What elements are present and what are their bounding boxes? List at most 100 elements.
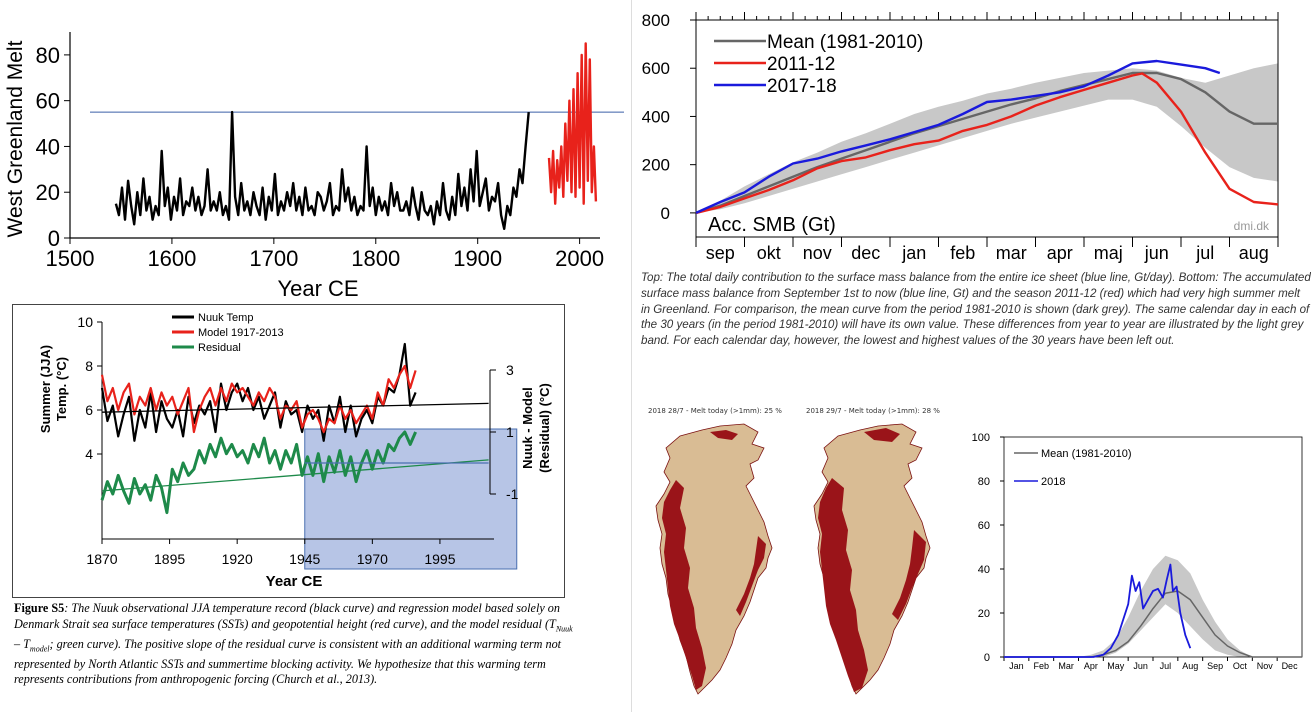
x-tick-label: 1500 (46, 246, 95, 271)
melt-zone-north-right (864, 428, 900, 442)
x-axis-label: Year CE (266, 573, 323, 590)
y-tick-label: 20 (978, 608, 990, 620)
x-tick-label: Oct (1233, 661, 1248, 671)
x-tick-label: Jan (1009, 661, 1024, 671)
x-tick-label: 1800 (351, 246, 400, 271)
caption-text-a: : The Nuuk observational JJA temperature… (14, 601, 560, 631)
series-mean-1981-2010- (1004, 590, 1302, 658)
plot-frame (1003, 436, 1303, 658)
series-model-1917-2013 (100, 364, 417, 434)
y-tick-label: 40 (978, 564, 990, 576)
chart-melt-area: 0 20 40 60 80 100 Jan Feb Mar Apr May Jun Jul Aug Sep O… (972, 432, 1303, 671)
x-tick-label: 1870 (86, 551, 117, 567)
legend-label: 2018 (1041, 476, 1065, 488)
vertical-divider (631, 0, 632, 712)
melt-zone-north-left (710, 430, 738, 440)
series-trend-black (101, 402, 489, 413)
x-tick-label: Aug (1182, 661, 1198, 671)
x-tick-label: Apr (1084, 661, 1098, 671)
y-tick-label: 40 (36, 134, 60, 159)
y-tick-label: 200 (642, 156, 670, 175)
y-tick-label: 600 (642, 59, 670, 78)
x-tick-label: Feb (1033, 661, 1049, 671)
y-axis-label-line1: Summer (JJA) (38, 345, 53, 433)
y-right-tick-label: 3 (506, 362, 514, 378)
chart-west-greenland-melt: 0 20 40 60 80 1500 1600 1700 1800 1900 2000 Year CE… (4, 32, 624, 300)
chart-nuuk-temp: 4 6 8 10 -1 1 3 1870 1895 1920 1945 1970 1995 Year CE… (38, 312, 552, 590)
series-residual (100, 430, 417, 515)
x-tick-label: aug (1239, 243, 1269, 263)
y-tick-label: 80 (36, 43, 60, 68)
chart-credit: dmi.dk (1234, 219, 1270, 233)
x-tick-label: feb (950, 243, 975, 263)
series-reconstruction-line (114, 110, 530, 231)
legend-label: 2017-18 (767, 76, 837, 97)
x-tick-label: 1920 (222, 551, 253, 567)
x-tick-label: Mar (1058, 661, 1074, 671)
x-tick-label: Dec (1282, 661, 1299, 671)
legend-label: Mean (1981-2010) (1041, 448, 1132, 460)
legend-label: Model 1917-2013 (198, 327, 284, 339)
y-axis-label-line2: Temp. (°C) (54, 357, 69, 421)
x-tick-label: jun (1144, 243, 1169, 263)
y-right-tick-label: 1 (506, 424, 514, 440)
caption-sub-nuuk: Nuuk (555, 624, 573, 634)
melt-zone-east-right (892, 530, 926, 620)
legend-label: 2011-12 (767, 54, 835, 75)
y-right-label-line1: Nuuk - Model (520, 387, 535, 469)
caption-text-b: – T (14, 636, 30, 651)
legend-label: Nuuk Temp (198, 312, 253, 324)
chart-title: Acc. SMB (Gt) (708, 214, 836, 236)
highlight-box (304, 428, 518, 570)
x-tick-label: 1900 (453, 246, 502, 271)
y-tick-label: 6 (85, 402, 93, 418)
y-tick-label: 4 (85, 446, 93, 462)
y-right-tick-label: -1 (506, 486, 519, 502)
legend-label: Mean (1981-2010) (767, 32, 923, 53)
y-right-label-line2: (Residual) (°C) (537, 383, 552, 473)
caption-sub-model: model (29, 644, 50, 654)
y-axis-label: West Greenland Melt (4, 40, 27, 237)
x-tick-label: Sep (1207, 661, 1223, 671)
variability-band (696, 63, 1278, 213)
x-tick-label: 1945 (289, 551, 320, 567)
chart-nuuk-frame (12, 304, 565, 598)
series-trend-green (101, 459, 489, 492)
melt-zone-west-left (662, 480, 706, 690)
x-tick-label: Jul (1160, 661, 1172, 671)
y-tick-label: 100 (972, 432, 990, 444)
x-tick-label: 1895 (154, 551, 185, 567)
series-mean-1981-2010- (695, 71, 1278, 215)
series-2018 (1004, 563, 1192, 658)
x-tick-label: dec (851, 243, 880, 263)
y-tick-label: 800 (642, 11, 670, 30)
y-tick-label: 0 (984, 652, 990, 664)
x-tick-label: 1970 (357, 551, 388, 567)
x-tick-label: Nov (1257, 661, 1274, 671)
greenland-melt-map-left (655, 423, 773, 695)
x-axis-label: Year CE (277, 276, 358, 300)
melt-zone-west-right (818, 478, 868, 692)
variability-band (1004, 555, 1302, 657)
x-tick-label: okt (757, 243, 781, 263)
figure-label: Figure S5 (14, 601, 65, 615)
y-tick-label: 400 (642, 107, 670, 126)
series-nuuk-temp (100, 342, 417, 442)
x-tick-label: mar (996, 243, 1027, 263)
caption-text-c: ; green curve). The positive slope of th… (14, 636, 562, 687)
y-tick-label: 20 (36, 180, 60, 205)
x-tick-label: apr (1047, 243, 1073, 263)
x-tick-label: sep (706, 243, 735, 263)
legend-label: Residual (198, 342, 241, 354)
greenland-melt-map-right (813, 423, 931, 695)
x-tick-label: 1600 (147, 246, 196, 271)
y-tick-label: 60 (978, 520, 990, 532)
series-recent-line (547, 42, 598, 205)
y-tick-label: 8 (85, 358, 93, 374)
map-left-title: 2018 28/7 - Melt today (>1mm): 25 % (648, 407, 782, 415)
y-tick-label: 60 (36, 89, 60, 114)
x-tick-label: 1995 (424, 551, 455, 567)
x-tick-label: 1700 (249, 246, 298, 271)
y-tick-label: 10 (77, 314, 93, 330)
x-tick-label: Jun (1133, 661, 1148, 671)
